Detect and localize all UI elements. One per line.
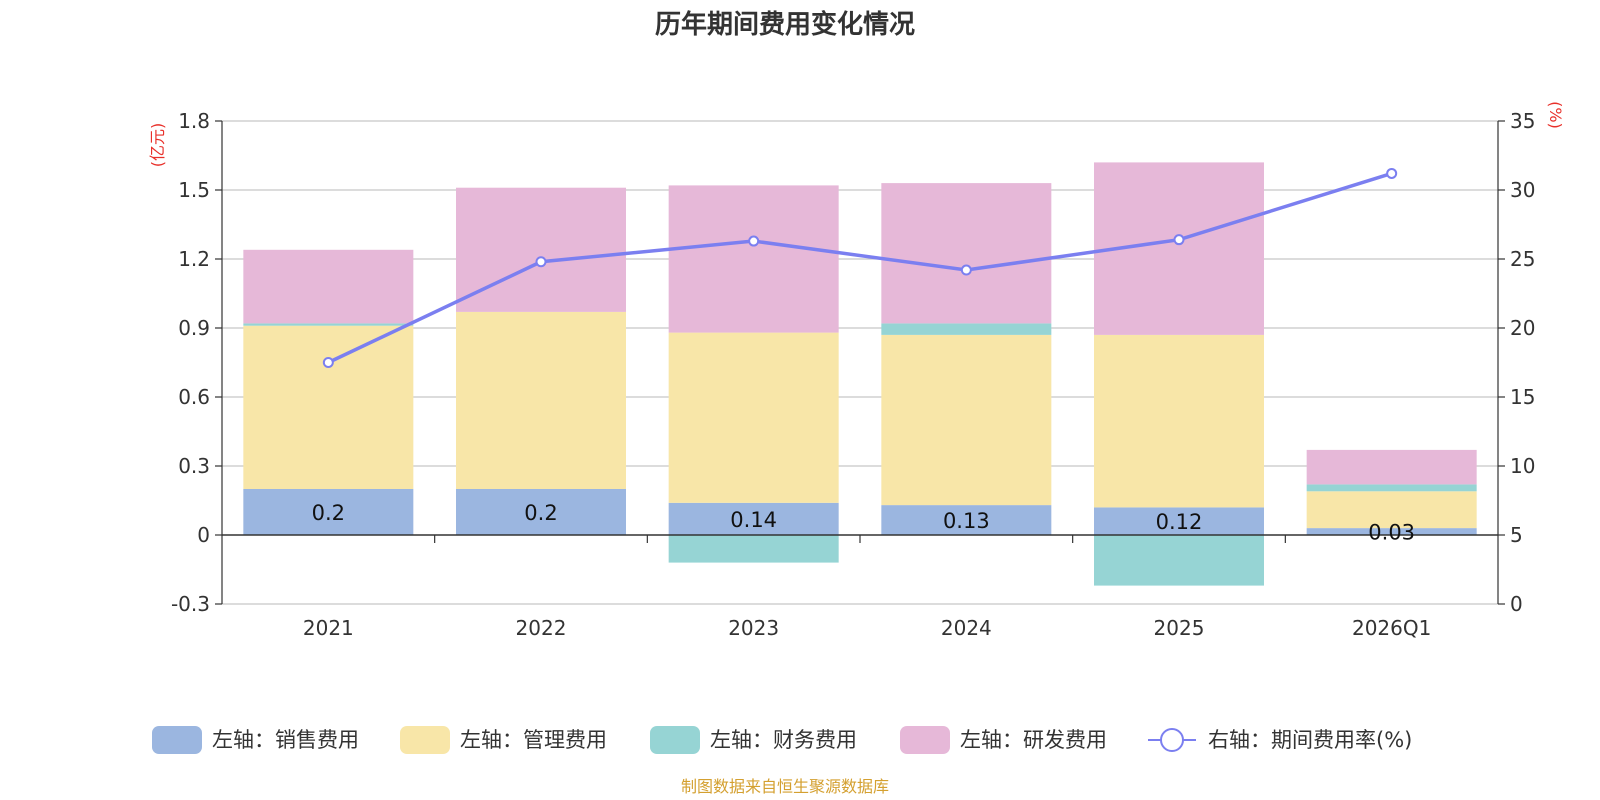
- left-axis-tick-label: 0.3: [178, 454, 210, 478]
- legend-label: 左轴：研发费用: [960, 728, 1107, 752]
- right-axis-tick-label: 20: [1510, 316, 1535, 340]
- grid-lines: [222, 120, 1498, 605]
- legend-label: 左轴：管理费用: [460, 728, 607, 752]
- left-axis-tick-label: 0: [197, 523, 210, 547]
- bar-segment: [1306, 449, 1477, 485]
- legend: 左轴：销售费用 左轴：管理费用 左轴：财务费用 左轴：研发费用 右轴：期间费用率(%): [152, 726, 1412, 754]
- legend-swatch: [152, 726, 202, 754]
- left-axis-tick-label: 1.8: [178, 109, 210, 133]
- legend-label: 左轴：财务费用: [710, 728, 857, 752]
- right-axis-tick-label: 30: [1510, 178, 1535, 202]
- left-axis-tick-label: -0.3: [171, 592, 210, 616]
- legend-label: 右轴：期间费用率(%): [1208, 728, 1412, 752]
- bar-segment: [456, 187, 626, 312]
- x-axis-tick-label: 2023: [728, 616, 779, 640]
- bar-segment: [456, 311, 626, 489]
- bar-segment: [668, 332, 839, 503]
- data-label: 0.2: [524, 501, 557, 525]
- left-axis-unit: (亿元): [148, 123, 167, 168]
- bar-segment: [1306, 484, 1477, 492]
- bar-segment: [881, 505, 1052, 535]
- expense-rate-point: [322, 357, 334, 368]
- right-axis-unit: (%): [1546, 101, 1565, 129]
- left-axis-tick-label: 1.2: [178, 247, 210, 271]
- data-label: 0.2: [312, 501, 345, 525]
- axes: -0.300.30.60.91.21.51.805101520253035202…: [171, 109, 1535, 640]
- right-axis-tick-label: 0: [1510, 592, 1523, 616]
- bar-segment: [1306, 528, 1477, 535]
- bar-segment: [668, 535, 839, 563]
- x-axis-tick-label: 2024: [941, 616, 992, 640]
- source-note: 制图数据来自恒生聚源数据库: [681, 777, 889, 796]
- right-axis-tick-label: 25: [1510, 247, 1535, 271]
- bar-segment: [456, 489, 626, 535]
- right-axis-tick-label: 15: [1510, 385, 1535, 409]
- bar-segment: [1306, 491, 1477, 529]
- data-label: 0.03: [1368, 521, 1415, 545]
- expense-rate-point: [535, 256, 547, 268]
- chart-title: 历年期间费用变化情况: [655, 9, 915, 40]
- legend-swatch: [650, 726, 700, 754]
- x-axis-tick-label: 2026Q1: [1352, 616, 1431, 640]
- legend-marker: [1160, 728, 1184, 752]
- bar-segment: [1094, 334, 1264, 508]
- right-axis-tick-label: 10: [1510, 454, 1535, 478]
- legend-swatch: [900, 726, 950, 754]
- x-axis-tick-label: 2022: [516, 616, 567, 640]
- bar-segment: [243, 249, 414, 324]
- bars: [243, 162, 1477, 586]
- bar-segment: [881, 323, 1052, 335]
- left-axis-tick-label: 0.6: [178, 385, 210, 409]
- expense-rate-polyline: [327, 171, 1393, 365]
- expense-rate-point: [960, 264, 972, 276]
- expense-rate-point: [1173, 234, 1185, 246]
- data-label: 0.14: [730, 508, 777, 532]
- right-axis-tick-label: 5: [1510, 523, 1523, 547]
- data-label: 0.13: [943, 509, 990, 533]
- bar-segment: [1094, 535, 1264, 586]
- legend-swatch: [400, 726, 450, 754]
- bar-segment: [668, 185, 839, 333]
- expense-rate-point: [748, 235, 760, 247]
- bar-segment: [243, 489, 414, 535]
- bar-segment: [668, 502, 839, 535]
- legend-label: 左轴：销售费用: [212, 728, 359, 752]
- expense-rate-line: [322, 167, 1398, 368]
- left-axis-tick-label: 1.5: [178, 178, 210, 202]
- bar-segment: [243, 325, 414, 489]
- bar-segment: [881, 183, 1052, 324]
- bar-segment: [243, 323, 414, 326]
- expense-rate-point: [1386, 167, 1398, 179]
- right-axis-tick-label: 35: [1510, 109, 1535, 133]
- left-axis-tick-label: 0.9: [178, 316, 210, 340]
- bar-segment: [1094, 507, 1264, 535]
- data-labels: 0.2 0.2 0.14 0.13 0.12 0.03: [312, 501, 1415, 545]
- data-label: 0.12: [1156, 510, 1203, 534]
- x-axis-tick-label: 2025: [1154, 616, 1205, 640]
- x-axis-tick-label: 2021: [303, 616, 354, 640]
- bar-segment: [881, 334, 1052, 506]
